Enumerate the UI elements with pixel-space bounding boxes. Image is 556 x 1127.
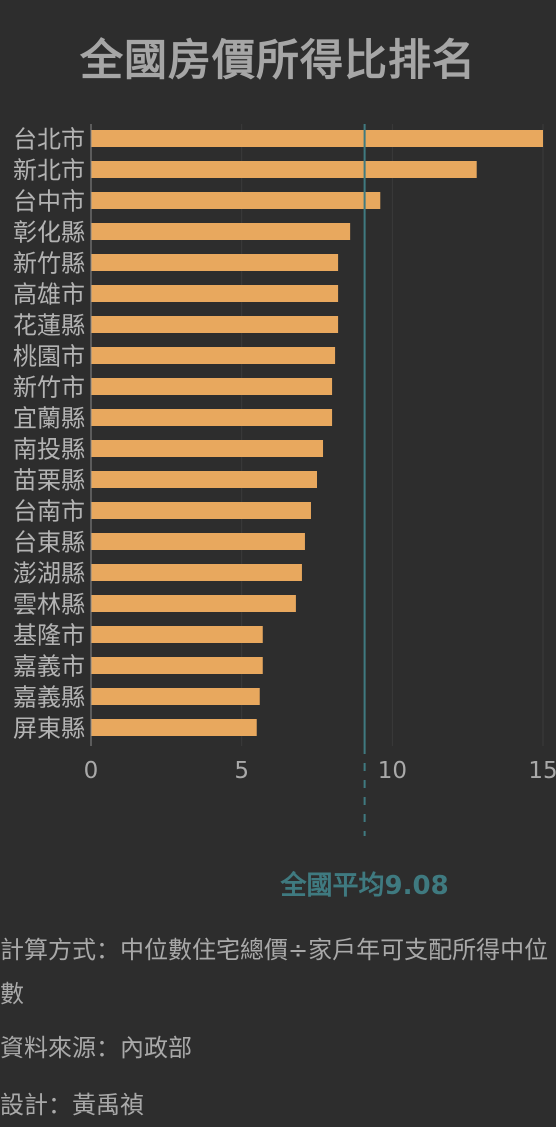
bar xyxy=(91,192,381,209)
x-tick-label: 0 xyxy=(84,758,99,784)
method-note: 計算方式：中位數住宅總價÷家戶年可支配所得中位數 xyxy=(0,936,549,1008)
average-reference: 全國平均9.08 xyxy=(280,124,449,901)
x-tick-label: 5 xyxy=(234,758,249,784)
bar xyxy=(91,378,333,395)
bars xyxy=(91,130,543,736)
category-label: 台中市 xyxy=(13,188,85,216)
bar xyxy=(91,564,302,581)
bar xyxy=(91,688,260,705)
x-tick-label: 15 xyxy=(528,758,556,784)
source-note: 資料來源：內政部 xyxy=(0,1034,192,1062)
average-label: 全國平均9.08 xyxy=(280,870,449,901)
bar-chart: 台北市新北市台中市彰化縣新竹縣高雄市花蓮縣桃園市新竹市宜蘭縣南投縣苗栗縣台南市台… xyxy=(13,124,556,901)
category-label: 基隆市 xyxy=(13,622,85,650)
bar xyxy=(91,285,339,302)
bar xyxy=(91,719,257,736)
bar xyxy=(91,657,263,674)
gridlines xyxy=(241,124,544,746)
category-label: 高雄市 xyxy=(13,281,85,309)
category-labels: 台北市新北市台中市彰化縣新竹縣高雄市花蓮縣桃園市新竹市宜蘭縣南投縣苗栗縣台南市台… xyxy=(13,126,85,743)
category-label: 台北市 xyxy=(13,126,85,154)
bar xyxy=(91,316,339,333)
category-label: 屏東縣 xyxy=(13,715,85,743)
category-label: 桃園市 xyxy=(13,343,85,371)
bar xyxy=(91,595,296,612)
bar xyxy=(91,254,339,271)
bar xyxy=(91,533,305,550)
category-label: 嘉義縣 xyxy=(13,684,85,712)
category-label: 彰化縣 xyxy=(13,219,85,247)
category-label: 南投縣 xyxy=(13,436,85,464)
bar xyxy=(91,502,311,519)
chart-title: 全國房價所得比排名 xyxy=(80,36,476,86)
category-label: 花蓮縣 xyxy=(13,312,85,340)
bar xyxy=(91,409,333,426)
category-label: 澎湖縣 xyxy=(13,560,85,588)
category-label: 嘉義市 xyxy=(13,653,85,681)
bar xyxy=(91,626,263,643)
bar xyxy=(91,223,351,240)
bar xyxy=(91,161,477,178)
bar xyxy=(91,440,324,457)
designer-note: 設計：黃禹禎 xyxy=(0,1091,144,1119)
category-label: 新竹市 xyxy=(13,374,85,402)
category-label: 台東縣 xyxy=(13,529,85,557)
category-label: 苗栗縣 xyxy=(13,467,85,495)
bar xyxy=(91,130,543,147)
bar xyxy=(91,347,336,364)
bar xyxy=(91,471,317,488)
category-label: 新北市 xyxy=(13,157,85,185)
x-axis: 0 5 10 15 xyxy=(84,124,556,784)
category-label: 新竹縣 xyxy=(13,250,85,278)
category-label: 台南市 xyxy=(13,498,85,526)
category-label: 雲林縣 xyxy=(13,591,85,619)
category-label: 宜蘭縣 xyxy=(13,405,85,433)
x-tick-label: 10 xyxy=(378,758,407,784)
